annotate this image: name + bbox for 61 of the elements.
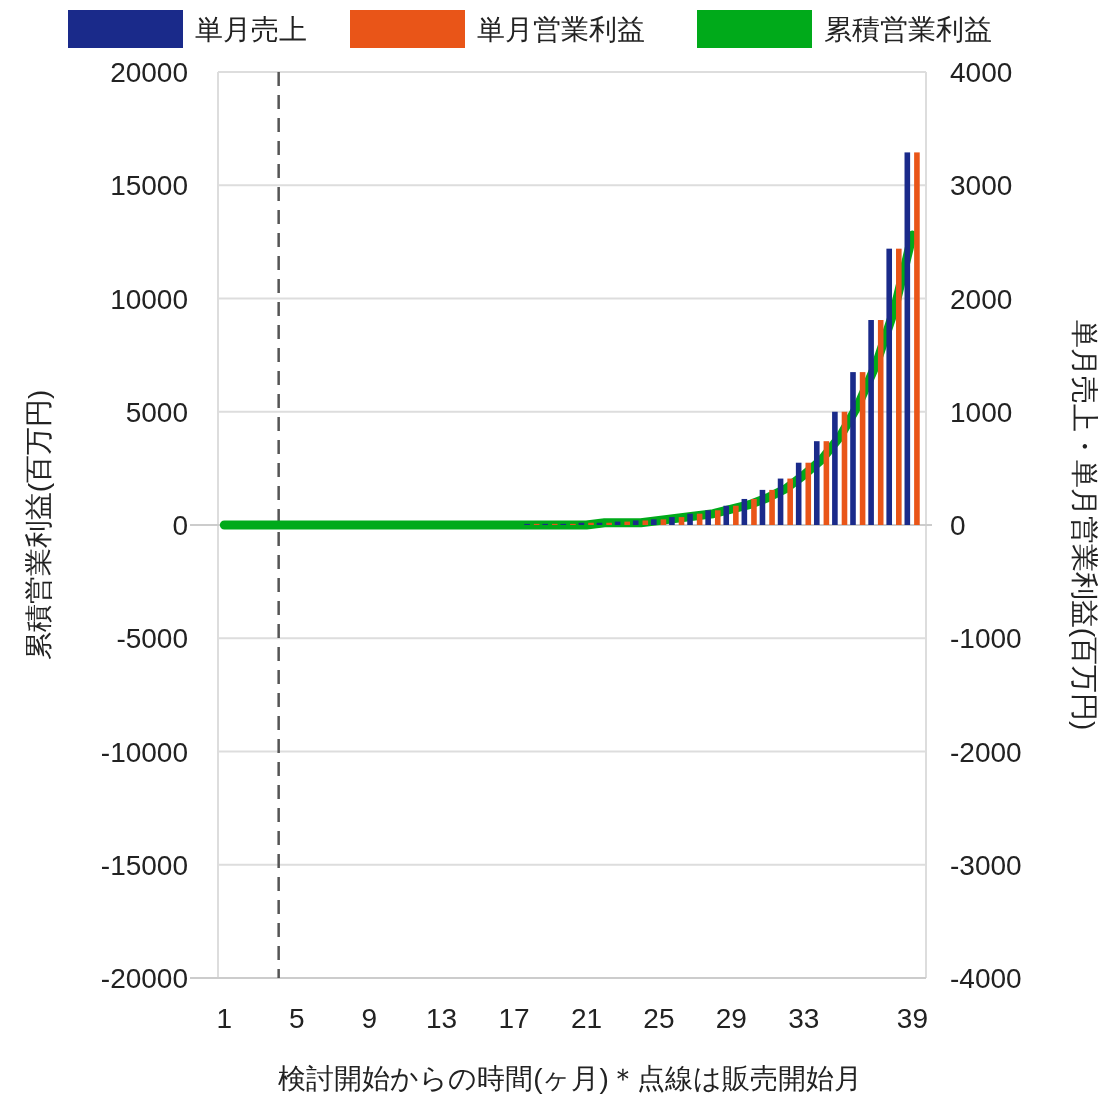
bar [588,522,594,525]
y-tick-label: 15000 [110,170,188,202]
y-tick-label: -15000 [100,849,188,881]
bar [823,441,830,525]
bar [705,510,711,525]
y-tick-label: -20000 [100,963,188,994]
bar [868,320,874,525]
bar [813,441,820,525]
bar [805,462,812,525]
x-tick-label: 33 [788,1003,820,1034]
y-tick-label: 0 [172,510,188,541]
bar [660,519,667,525]
x-tick-label: 25 [643,1003,675,1034]
x-tick-label: 9 [361,1003,377,1034]
bar [733,505,739,525]
x-axis-title: 検討開始からの時間(ヶ月)＊点線は販売開始月 [278,1063,862,1094]
bar [886,248,893,525]
x-tick-label: 29 [715,1003,747,1034]
x-tick-label: 5 [288,1003,305,1034]
bar [687,513,693,525]
y2-axis-title: 単月売上・単月営業利益(百万円) [1069,319,1100,731]
x-tick-label: 17 [498,1003,530,1034]
bar [896,248,902,525]
y2-tick-label: 4000 [950,57,1013,88]
bar [769,489,775,525]
y2-tick-label: 3000 [950,170,1013,202]
y-tick-label: -10000 [100,736,188,768]
legend-label: 累積営業利益 [824,14,992,45]
y2-tick-label: -4000 [950,963,1022,994]
bar [714,510,721,525]
x-tick-label: 21 [570,1003,603,1034]
y-tick-label: 10000 [110,283,188,315]
y2-tick-label: -2000 [950,736,1022,768]
bar [632,520,639,525]
bar [723,505,730,525]
x-tick-label: 39 [896,1003,928,1034]
bar [914,152,920,525]
bar [642,520,649,525]
y2-tick-label: -3000 [950,849,1022,881]
legend-label: 単月営業利益 [477,14,645,45]
y-axis-title: 累積営業利益(百万円) [23,389,54,661]
x-tick-label: 1 [216,1003,233,1034]
bar [669,517,675,525]
bar [832,411,838,525]
bar [787,478,793,525]
y-tick-label: 20000 [110,57,188,88]
y2-tick-label: 2000 [950,283,1013,315]
bar [678,517,685,525]
legend-label: 単月売上 [195,14,307,45]
x-tick-label: 13 [426,1003,458,1034]
bar [751,498,757,525]
y2-tick-label: 1000 [950,396,1013,428]
bar [651,519,657,525]
bar [877,320,884,525]
bar [606,522,612,525]
bar [624,521,630,525]
y2-tick-label: 0 [950,510,966,541]
bar [850,372,856,525]
y-tick-label: 5000 [125,396,188,428]
y2-tick-label: -1000 [950,623,1022,655]
y-tick-label: -5000 [116,623,188,655]
